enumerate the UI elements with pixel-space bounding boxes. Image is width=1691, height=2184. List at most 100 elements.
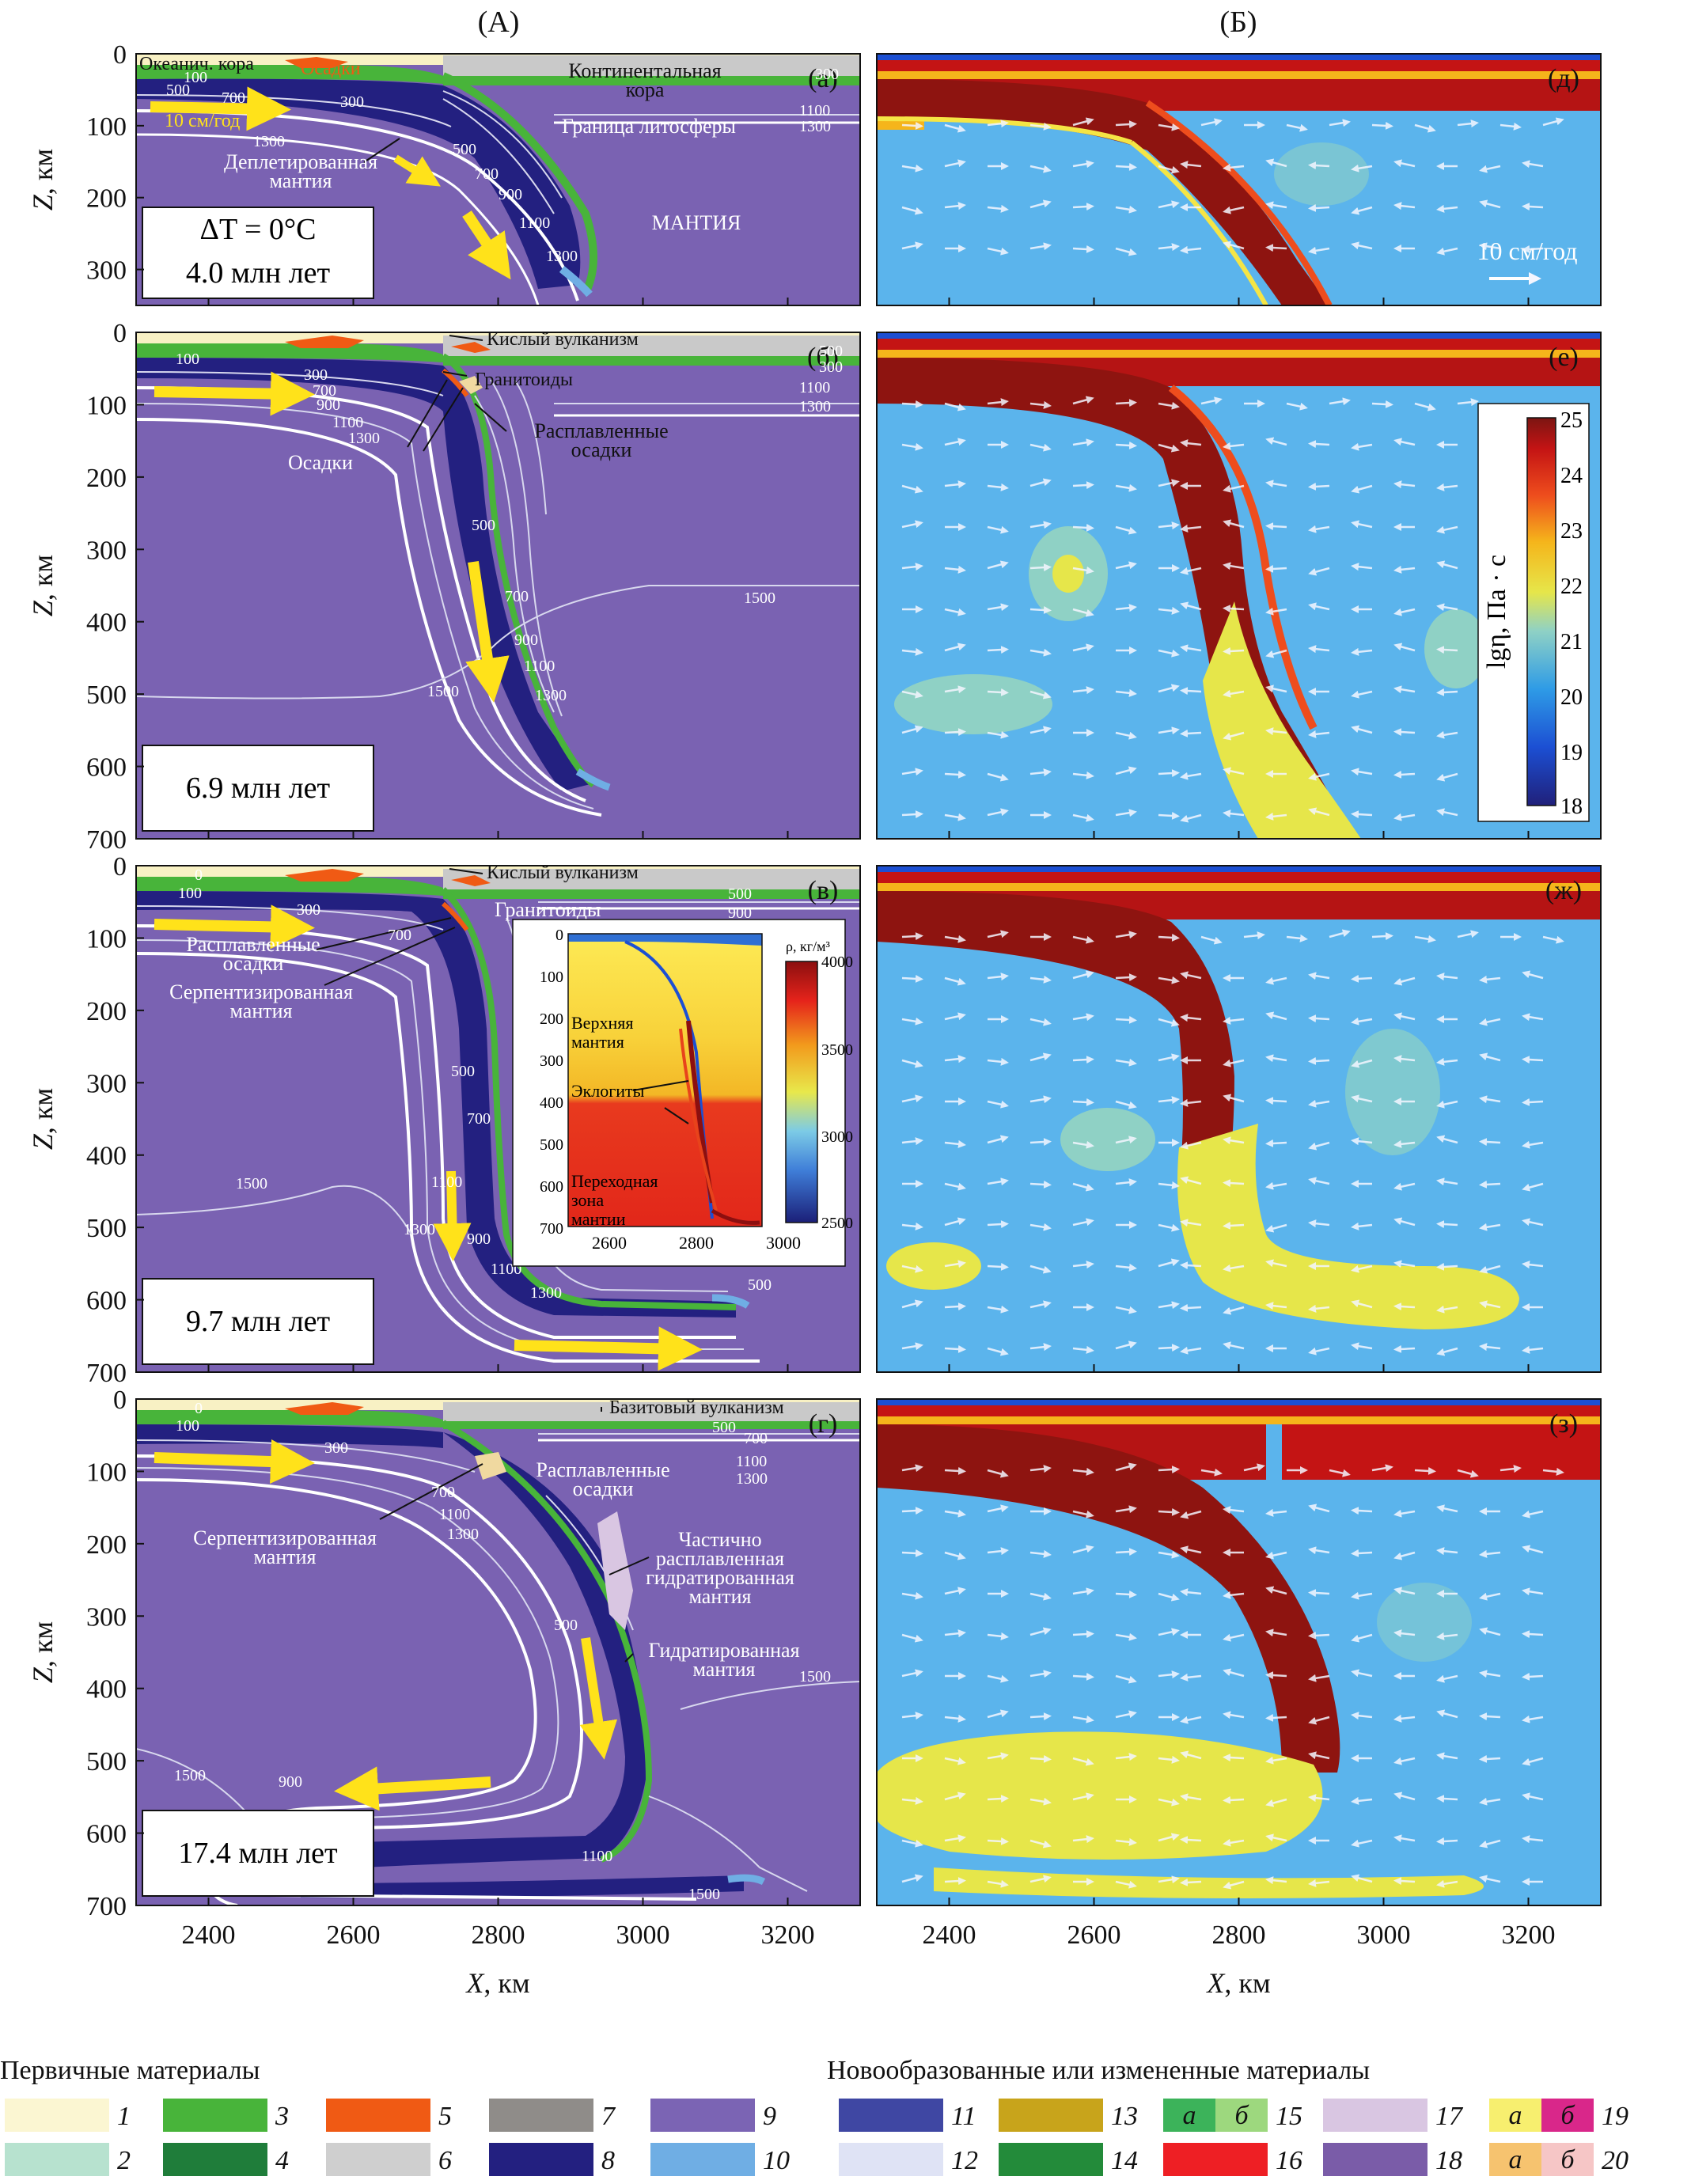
velocity-arrow [1200, 935, 1223, 945]
velocity-arrow [1522, 1792, 1544, 1801]
velocity-arrow [1180, 1346, 1202, 1355]
velocity-arrow [1072, 1140, 1094, 1149]
legend-sub-a: а [1183, 2101, 1196, 2130]
velocity-arrow [1393, 770, 1416, 779]
velocity-arrow [1029, 1300, 1052, 1309]
velocity-arrow [1115, 731, 1137, 740]
velocity-arrow [1479, 1265, 1501, 1274]
legend-primary-title: Первичные материалы [0, 2056, 260, 2085]
velocity-arrow [1029, 1180, 1052, 1189]
x-tick-label: 2800 [472, 1920, 525, 1950]
velocity-arrow [901, 1059, 923, 1068]
label-oceanic-crust: Океанич. кора [139, 54, 254, 74]
velocity-arrow [1308, 1099, 1330, 1108]
x-tick-label: 3000 [616, 1920, 670, 1950]
velocity-arrow [987, 525, 1009, 534]
x-tick-label: 3200 [761, 1920, 815, 1950]
velocity-arrow [1308, 567, 1330, 576]
inset-transition-1: Переходная [571, 1171, 658, 1191]
velocity-arrow [1223, 1795, 1245, 1804]
isotherm-labels-b: 100 300 700 900 1100 1300 500 700 900 11… [176, 343, 843, 704]
velocity-arrow [1158, 521, 1180, 530]
inset-transition-2: зона [571, 1190, 604, 1210]
z-tick-label: 100 [86, 112, 127, 142]
velocity-arrow [1265, 684, 1287, 693]
velocity-arrow [944, 608, 966, 616]
velocity-arrow [1158, 1550, 1180, 1559]
velocity-arrow [1115, 1837, 1137, 1846]
velocity-arrow [1479, 199, 1501, 209]
velocity-arrow [1436, 772, 1458, 782]
isotherm-a-5: 500 [453, 141, 476, 158]
velocity-arrow [1223, 810, 1245, 818]
velocity-arrow [1115, 247, 1137, 256]
z-tick-label: 700 [86, 1892, 127, 1921]
velocity-arrow [901, 810, 923, 819]
velocity-arrow [1308, 1716, 1330, 1725]
z-tick-label: 400 [86, 609, 127, 638]
velocity-arrow [901, 1342, 923, 1351]
panel-h-tag: (з) [1549, 1409, 1578, 1439]
velocity-arrow [1522, 1672, 1544, 1681]
isotherm-c-7: 700 [467, 1110, 491, 1128]
isotherm-b-0: 100 [176, 351, 199, 368]
isotherm-d-14: 1100 [582, 1848, 612, 1865]
velocity-arrow [1115, 1178, 1137, 1187]
isotherm-d-6: 500 [712, 1419, 736, 1436]
velocity-arrow [1308, 1014, 1330, 1023]
velocity-arrow [987, 1057, 1009, 1066]
velocity-arrow [1029, 726, 1052, 734]
velocity-arrow [1265, 607, 1287, 616]
velocity-arrow [1500, 122, 1522, 131]
velocity-arrow [1436, 1135, 1458, 1144]
velocity-arrow [1115, 1674, 1137, 1684]
velocity-arrow [1522, 1757, 1544, 1766]
inset-x-tick-2: 3000 [766, 1233, 801, 1253]
isotherm-b-9: 1100 [524, 658, 555, 675]
legend-number: 5 [438, 2102, 452, 2131]
isotherm-c-5: 900 [728, 904, 752, 922]
isotherm-b-13: 1100 [799, 379, 830, 396]
velocity-arrow [1115, 688, 1137, 697]
velocity-arrow [1542, 117, 1564, 127]
legend-swatch [999, 2099, 1103, 2132]
velocity-arrow [1072, 523, 1094, 532]
visc-tick-7: 18 [1560, 794, 1583, 819]
velocity-arrow [901, 932, 923, 941]
isotherm-a-11: 1100 [799, 102, 830, 119]
velocity-arrow [1072, 245, 1094, 253]
velocity-arrow [1393, 480, 1416, 489]
velocity-arrow [1115, 120, 1137, 129]
velocity-arrow [1223, 1754, 1245, 1762]
velocity-arrow [1180, 1261, 1202, 1270]
velocity-arrow [1393, 1629, 1416, 1638]
label-hydrated-1: Гидратированная [648, 1639, 799, 1662]
velocity-arrow [1158, 811, 1180, 820]
column-title-right: (Б) [1219, 6, 1257, 39]
velocity-arrow [987, 1220, 1009, 1229]
velocity-arrow [1072, 1757, 1094, 1766]
panel-a-info-line2: 4.0 млн лет [186, 256, 331, 290]
velocity-arrow [1029, 1797, 1052, 1806]
velocity-arrow [1072, 1467, 1094, 1476]
velocity-arrow [1029, 199, 1052, 209]
velocity-arrow [1115, 1340, 1137, 1350]
velocity-arrow [1029, 690, 1052, 700]
velocity-arrow [1029, 1549, 1052, 1558]
z-axis-label: Z, км [27, 555, 59, 616]
velocity-arrow [987, 1177, 1009, 1186]
z-tick-label: 0 [113, 852, 127, 882]
velocity-arrow [1029, 975, 1052, 984]
velocity-arrow [1072, 1013, 1094, 1022]
velocity-arrow [1180, 1750, 1202, 1760]
velocity-arrow [944, 1055, 966, 1064]
velocity-arrow [987, 1632, 1009, 1640]
velocity-arrow [1522, 245, 1544, 253]
velocity-arrow [1393, 1055, 1416, 1064]
velocity-arrow [901, 1712, 923, 1720]
velocity-arrow [1115, 1548, 1137, 1556]
velocity-arrow [1351, 974, 1373, 983]
velocity-arrow [1436, 1547, 1458, 1556]
legend-new-title: Новообразованные или измененные материал… [827, 2056, 1370, 2085]
z-tick-label: 500 [86, 1214, 127, 1243]
